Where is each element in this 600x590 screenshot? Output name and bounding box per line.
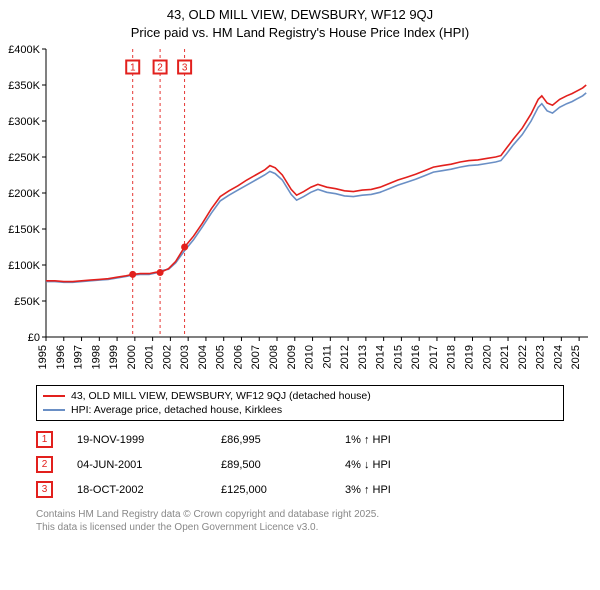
x-tick-label: 1999: [108, 345, 120, 369]
series-price_paid: [46, 85, 586, 282]
title-line1: 43, OLD MILL VIEW, DEWSBURY, WF12 9QJ: [0, 6, 600, 24]
y-tick-label: £100K: [8, 260, 40, 272]
y-tick-label: £150K: [8, 224, 40, 236]
footer-attribution: Contains HM Land Registry data © Crown c…: [36, 508, 564, 534]
footer-line2: This data is licensed under the Open Gov…: [36, 521, 564, 534]
x-tick-label: 2023: [535, 345, 547, 369]
chart-area: £0 £50K £100K £150K £200K £250K £300K £350K £400…: [0, 41, 600, 381]
sale-dot: [181, 244, 188, 251]
series-hpi: [46, 93, 586, 282]
x-tick-label: 2006: [232, 345, 244, 369]
sale-date: 18-OCT-2002: [77, 484, 197, 496]
legend-row: 43, OLD MILL VIEW, DEWSBURY, WF12 9QJ (d…: [43, 389, 557, 403]
sale-date: 19-NOV-1999: [77, 434, 197, 446]
y-tick-label: £250K: [8, 152, 40, 164]
x-tick-label: 1995: [37, 345, 49, 369]
legend: 43, OLD MILL VIEW, DEWSBURY, WF12 9QJ (d…: [36, 385, 564, 421]
x-tick-label: 2015: [392, 345, 404, 369]
sale-marker: 1: [36, 431, 53, 448]
x-tick-label: 2022: [517, 345, 529, 369]
x-tick-label: 2014: [375, 345, 387, 369]
y-tick-label: £50K: [14, 296, 40, 308]
x-tick-label: 2012: [339, 345, 351, 369]
x-tick-label: 2019: [463, 345, 475, 369]
sale-table: 1 19-NOV-1999 £86,995 1% ↑ HPI 2 04-JUN-2001 £…: [36, 427, 564, 502]
sale-diff: 3% ↑ HPI: [345, 484, 455, 496]
sale-diff: 4% ↓ HPI: [345, 459, 455, 471]
y-tick-label: £200K: [8, 188, 40, 200]
sale-row: 2 04-JUN-2001 £89,500 4% ↓ HPI: [36, 452, 564, 477]
x-tick-label: 2018: [446, 345, 458, 369]
legend-swatch: [43, 395, 65, 397]
chart-title: 43, OLD MILL VIEW, DEWSBURY, WF12 9QJ Pr…: [0, 0, 600, 41]
x-tick-label: 2017: [428, 345, 440, 369]
y-tick-label: £300K: [8, 116, 40, 128]
callout-number: 3: [182, 63, 188, 74]
y-tick-label: £400K: [8, 44, 40, 56]
legend-label: 43, OLD MILL VIEW, DEWSBURY, WF12 9QJ (d…: [71, 389, 371, 403]
x-tick-label: 2008: [268, 345, 280, 369]
x-tick-label: 2002: [161, 345, 173, 369]
x-tick-label: 2024: [552, 345, 564, 369]
y-tick-label: £0: [28, 332, 40, 344]
x-tick-label: 2009: [286, 345, 298, 369]
sale-dot: [129, 271, 136, 278]
sale-row: 1 19-NOV-1999 £86,995 1% ↑ HPI: [36, 427, 564, 452]
x-tick-label: 2025: [570, 345, 582, 369]
legend-row: HPI: Average price, detached house, Kirk…: [43, 403, 557, 417]
line-chart-svg: £0 £50K £100K £150K £200K £250K £300K £350K £400…: [0, 41, 600, 381]
legend-label: HPI: Average price, detached house, Kirk…: [71, 403, 282, 417]
x-tick-label: 1998: [90, 345, 102, 369]
footer-line1: Contains HM Land Registry data © Crown c…: [36, 508, 564, 521]
legend-swatch: [43, 409, 65, 411]
x-tick-label: 2020: [481, 345, 493, 369]
y-tick-label: £350K: [8, 80, 40, 92]
x-tick-label: 2003: [179, 345, 191, 369]
x-tick-label: 2016: [410, 345, 422, 369]
x-tick-label: 2013: [357, 345, 369, 369]
x-tick-label: 2000: [126, 345, 138, 369]
callout-number: 1: [130, 63, 136, 74]
sale-diff: 1% ↑ HPI: [345, 434, 455, 446]
x-tick-label: 2010: [304, 345, 316, 369]
x-tick-label: 2011: [321, 345, 333, 369]
sale-price: £125,000: [221, 484, 321, 496]
title-line2: Price paid vs. HM Land Registry's House …: [0, 24, 600, 42]
sale-row: 3 18-OCT-2002 £125,000 3% ↑ HPI: [36, 477, 564, 502]
sale-marker: 3: [36, 481, 53, 498]
sale-price: £86,995: [221, 434, 321, 446]
sale-price: £89,500: [221, 459, 321, 471]
x-tick-label: 2001: [144, 345, 156, 369]
sale-marker: 2: [36, 456, 53, 473]
x-tick-label: 2007: [250, 345, 262, 369]
sale-date: 04-JUN-2001: [77, 459, 197, 471]
x-tick-label: 2021: [499, 345, 511, 369]
callout-number: 2: [157, 63, 163, 74]
x-tick-label: 2004: [197, 345, 209, 369]
sale-dot: [157, 269, 164, 276]
x-tick-label: 2005: [215, 345, 227, 369]
x-tick-label: 1996: [55, 345, 67, 369]
x-tick-label: 1997: [73, 345, 85, 369]
